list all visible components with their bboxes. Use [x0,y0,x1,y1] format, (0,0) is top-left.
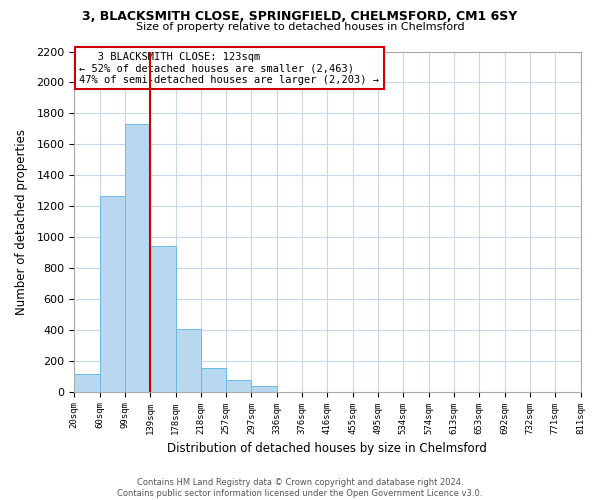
Bar [201,368,226,392]
Y-axis label: Number of detached properties: Number of detached properties [15,128,28,314]
Text: 3, BLACKSMITH CLOSE, SPRINGFIELD, CHELMSFORD, CM1 6SY: 3, BLACKSMITH CLOSE, SPRINGFIELD, CHELMS… [82,10,518,23]
Text: Contains HM Land Registry data © Crown copyright and database right 2024.
Contai: Contains HM Land Registry data © Crown c… [118,478,482,498]
Bar [150,246,176,392]
Text: Size of property relative to detached houses in Chelmsford: Size of property relative to detached ho… [136,22,464,32]
Bar [226,380,251,392]
Bar [74,374,100,392]
Bar [176,329,201,392]
Bar [251,386,277,392]
Bar [100,196,125,392]
Text: 3 BLACKSMITH CLOSE: 123sqm
← 52% of detached houses are smaller (2,463)
47% of s: 3 BLACKSMITH CLOSE: 123sqm ← 52% of deta… [79,52,379,84]
Bar [125,124,150,392]
X-axis label: Distribution of detached houses by size in Chelmsford: Distribution of detached houses by size … [167,442,487,455]
